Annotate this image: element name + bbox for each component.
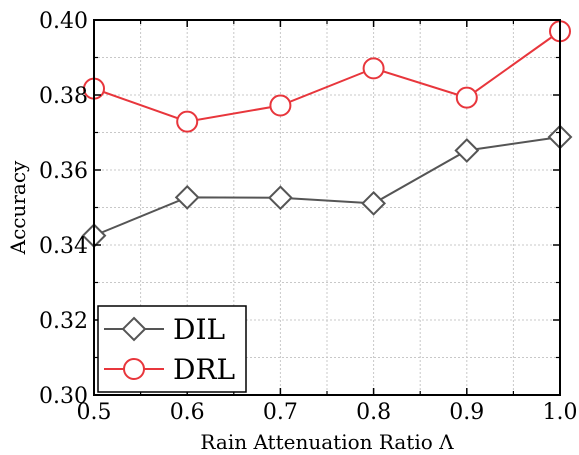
legend-box [97,305,247,393]
legend-label-drl: DRL [173,353,235,386]
series-dil [81,124,573,249]
y-tick-label: 0.38 [39,84,88,109]
x-tick-label: 0.9 [449,400,484,425]
x-tick-label: 0.8 [356,400,391,425]
y-tick-label: 0.36 [39,159,88,184]
legend-marker-dil [121,316,147,342]
x-axis-title: Rain Attenuation Ratio Λ [200,430,454,454]
ticks: 0.5 0.6 0.7 0.8 0.9 1.0 0.30 0.32 0.34 0.36 0.38 0.… [39,9,577,425]
data-point-drl [269,94,292,117]
x-tick-label: 0.5 [77,400,112,425]
x-tick-label: 0.7 [263,400,298,425]
data-point-dil [267,185,293,211]
data-point-drl [362,57,385,80]
y-tick-label: 0.30 [39,384,88,409]
data-point-dil [454,138,480,163]
series-line-dil [93,136,561,237]
legend: DIL DRL [97,305,247,393]
y-tick-label: 0.40 [39,9,88,34]
y-tick-label: 0.34 [39,234,88,259]
x-tick-label: 0.6 [170,400,205,425]
y-tick-label: 0.32 [39,309,88,334]
y-axis-title: Accuracy [6,160,30,255]
data-point-dil [174,184,200,210]
x-tick-label: 1.0 [543,400,578,425]
series-layer [81,20,573,249]
legend-label-dil: DIL [173,313,225,346]
legend-marker-drl [123,358,145,380]
data-point-dil [361,190,387,216]
data-point-drl [176,110,199,133]
series-line-drl [93,30,561,123]
data-point-drl [455,86,478,109]
